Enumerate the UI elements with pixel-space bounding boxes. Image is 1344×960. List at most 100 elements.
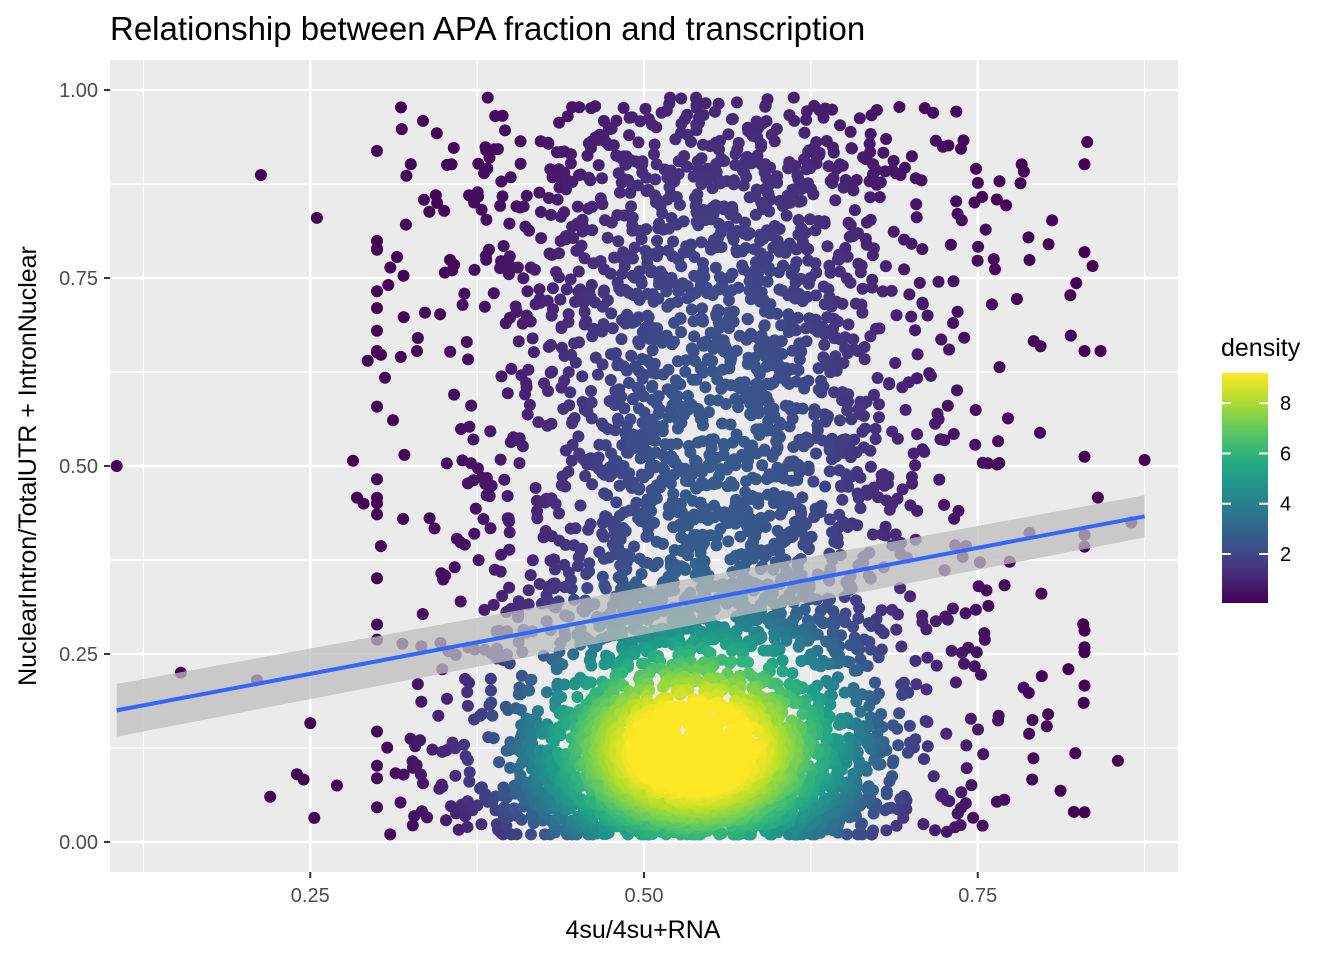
data-point — [826, 526, 838, 539]
data-point — [526, 554, 539, 567]
data-point — [910, 211, 923, 224]
data-point — [526, 332, 539, 345]
data-point — [624, 186, 637, 199]
data-point — [903, 719, 916, 732]
data-point — [910, 198, 923, 211]
data-point — [584, 518, 597, 531]
data-point — [571, 560, 584, 572]
data-point — [893, 707, 906, 720]
data-point — [620, 563, 633, 576]
data-point — [818, 408, 831, 421]
data-point — [540, 686, 553, 699]
data-point — [522, 598, 535, 611]
data-point — [371, 725, 383, 738]
data-point — [759, 100, 772, 113]
data-point — [711, 530, 723, 543]
data-point — [535, 232, 548, 245]
data-point — [398, 448, 411, 461]
data-point — [860, 238, 873, 251]
data-point — [1026, 714, 1039, 726]
data-point — [472, 157, 485, 170]
data-point — [739, 486, 752, 499]
data-point — [848, 664, 861, 677]
data-point — [560, 283, 573, 296]
data-point — [652, 292, 665, 305]
data-point — [387, 414, 399, 427]
data-point — [960, 739, 973, 752]
data-point — [856, 425, 869, 438]
data-point — [573, 336, 585, 349]
data-point — [439, 569, 452, 582]
data-point — [783, 237, 796, 250]
data-point — [864, 711, 877, 724]
data-point — [845, 142, 858, 155]
data-point — [468, 263, 481, 276]
data-point — [585, 659, 598, 672]
data-point — [927, 770, 940, 783]
data-point — [767, 497, 780, 509]
data-point — [565, 574, 577, 586]
data-point — [992, 435, 1005, 448]
data-point — [800, 322, 812, 335]
data-point — [687, 345, 700, 358]
data-point — [856, 282, 869, 295]
data-point — [1070, 277, 1083, 290]
data-point — [485, 696, 498, 709]
data-point — [495, 175, 508, 188]
data-point — [815, 615, 828, 628]
data-point — [628, 241, 641, 254]
data-point — [395, 101, 407, 114]
data-point — [642, 311, 655, 324]
data-point — [848, 204, 861, 217]
data-point — [625, 349, 638, 362]
data-point — [964, 712, 977, 725]
data-point — [869, 422, 882, 435]
data-point — [709, 261, 722, 274]
data-point — [709, 105, 721, 118]
data-point — [780, 634, 793, 647]
data-point — [592, 451, 605, 464]
data-point — [969, 603, 982, 616]
data-point — [586, 478, 599, 491]
data-point — [1111, 754, 1124, 767]
data-point — [381, 741, 394, 754]
data-point — [494, 199, 507, 212]
data-point — [484, 672, 497, 685]
data-point — [484, 522, 497, 535]
data-point — [771, 524, 784, 537]
data-point — [1054, 784, 1067, 797]
data-point — [741, 312, 754, 325]
data-point — [575, 239, 588, 252]
data-point — [379, 371, 391, 384]
data-point — [501, 490, 514, 502]
data-point — [887, 754, 900, 767]
data-point — [706, 355, 719, 367]
data-point — [626, 636, 639, 649]
data-point — [596, 198, 609, 211]
data-point — [656, 425, 669, 438]
data-point — [741, 357, 754, 370]
data-point — [1094, 345, 1107, 357]
data-point — [465, 399, 478, 412]
data-point — [776, 665, 789, 678]
data-point — [1078, 345, 1091, 357]
data-point — [947, 428, 960, 440]
data-point — [514, 135, 527, 148]
data-point — [941, 399, 954, 412]
data-point — [404, 158, 417, 171]
data-point — [485, 684, 497, 697]
data-point — [371, 144, 383, 157]
data-point — [918, 102, 931, 115]
data-point — [705, 459, 718, 472]
data-point — [892, 739, 905, 752]
data-point — [494, 453, 507, 466]
data-point — [604, 374, 617, 386]
data-point — [934, 433, 947, 446]
data-point — [933, 473, 946, 486]
data-point — [828, 535, 841, 548]
data-point — [440, 814, 452, 827]
data-point — [1040, 720, 1053, 733]
data-point — [852, 403, 865, 415]
data-point — [720, 398, 732, 410]
data-point — [723, 294, 735, 307]
